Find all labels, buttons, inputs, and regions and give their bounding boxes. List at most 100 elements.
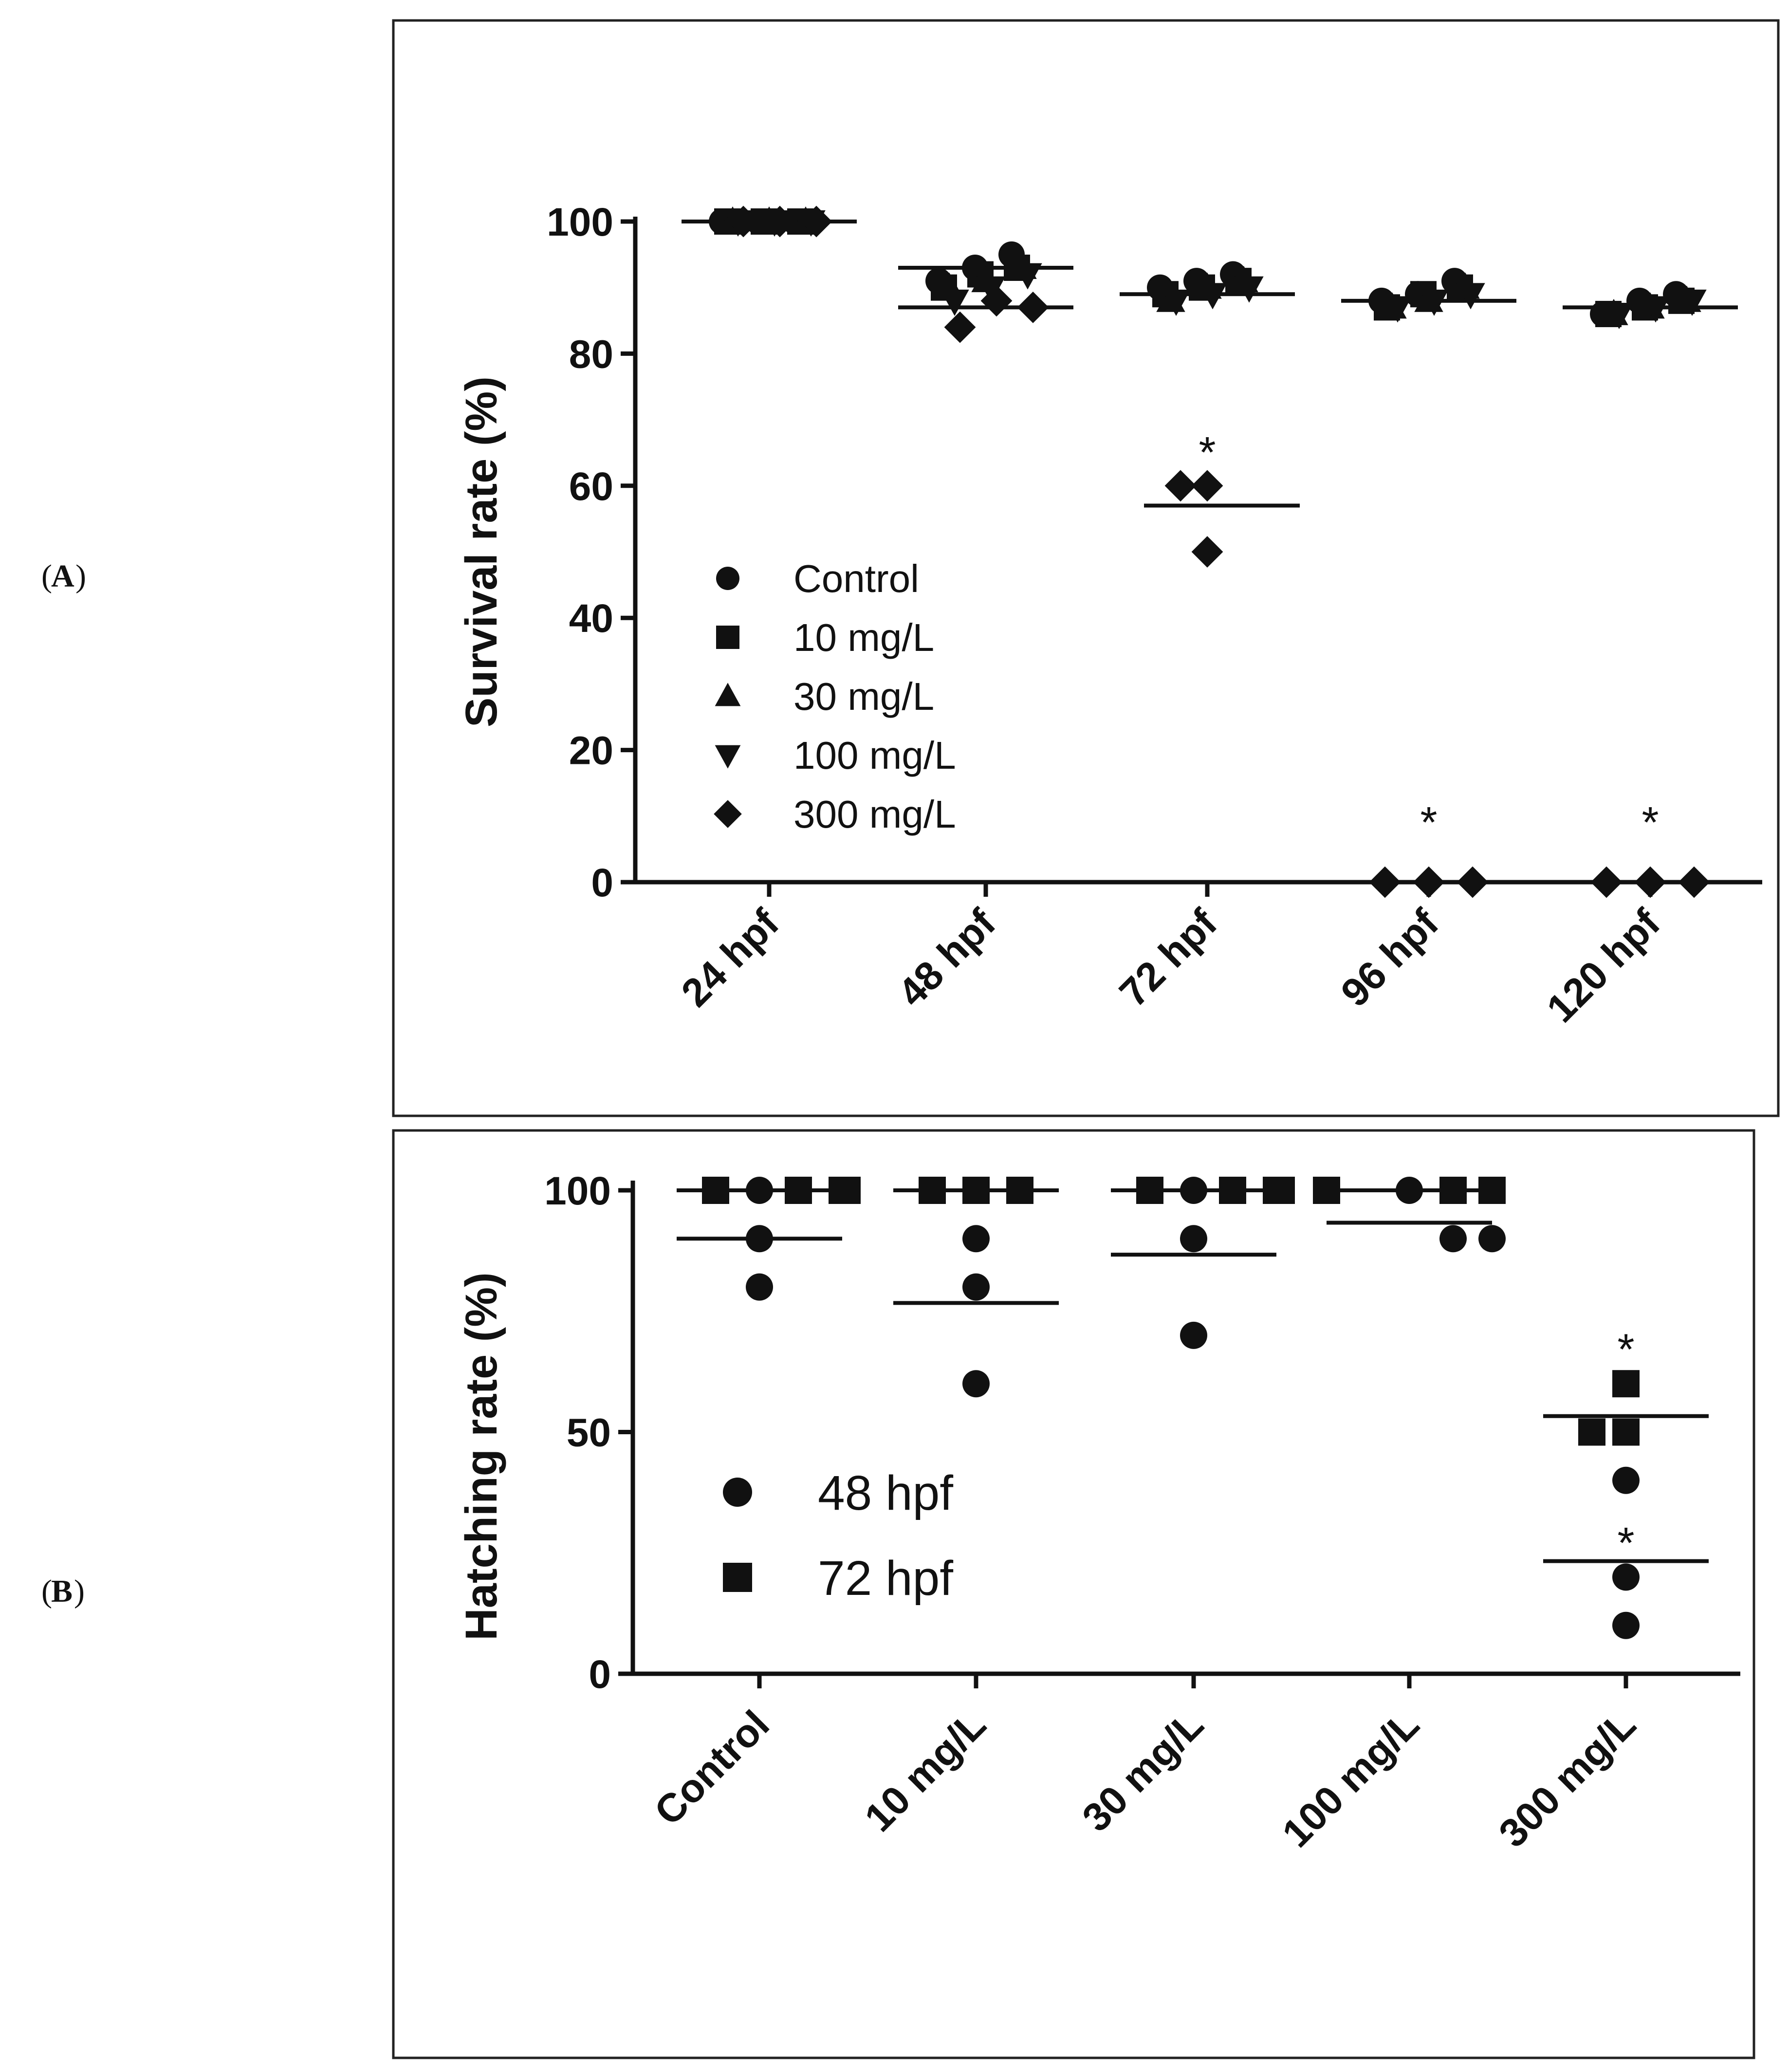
legend-marker-circle: [716, 567, 739, 590]
legend-label: Control: [793, 557, 919, 600]
significance-star: *: [1617, 1326, 1634, 1374]
legend-marker-square: [716, 626, 739, 649]
y-tick-label: 0: [589, 1652, 611, 1697]
hatching-point-square: [785, 1177, 812, 1204]
survival-point-diamond: [764, 205, 796, 238]
y-tick-label: 80: [569, 332, 613, 376]
survival-point-diamond: [980, 285, 1013, 317]
survival-point-diamond: [727, 205, 759, 238]
hatching-point-square: [1478, 1177, 1506, 1204]
survival-point-triangle-down: [1235, 276, 1264, 303]
panel-label-b-open: (: [41, 1573, 52, 1609]
hatching-point-square: [1268, 1177, 1295, 1204]
survival-point-triangle-down: [1013, 263, 1042, 290]
survival-point-triangle-down: [940, 289, 969, 316]
hatching-point-circle: [1612, 1611, 1640, 1639]
survival-point-diamond: [1413, 866, 1445, 898]
hatching-point-circle: [746, 1177, 773, 1204]
survival-point-diamond: [1590, 866, 1623, 898]
hatching-point-circle: [1396, 1177, 1423, 1204]
hatching-point-circle: [962, 1273, 990, 1301]
significance-star: *: [1617, 1519, 1634, 1568]
hatching-significance-marks: **: [1617, 1326, 1634, 1568]
legend-marker-square: [723, 1563, 752, 1592]
survival-point-diamond: [1457, 866, 1489, 898]
hatching-point-circle: [1439, 1225, 1467, 1253]
survival-point-triangle-down: [1605, 303, 1634, 330]
hatching-point-circle: [1478, 1225, 1506, 1253]
survival-point-diamond: [1678, 866, 1710, 898]
survival-point-diamond: [1191, 470, 1223, 502]
legend-label: 300 mg/L: [793, 793, 956, 836]
hatching-point-circle: [1180, 1225, 1207, 1253]
hatching-point-square: [1578, 1418, 1605, 1446]
panel-label-a-open: (: [41, 558, 52, 594]
legend-label: 48 hpf: [818, 1466, 953, 1520]
survival-point-diamond: [1017, 292, 1049, 323]
survival-point-triangle-down: [1383, 296, 1412, 323]
hatching-point-circle: [962, 1225, 990, 1253]
panel-label-a: A: [51, 558, 74, 594]
survival-point-triangle-down: [977, 276, 1006, 303]
survival-point-diamond: [800, 205, 832, 238]
significance-star: *: [1420, 798, 1437, 847]
panel-label-a-close: ): [75, 558, 86, 594]
legend-label: 10 mg/L: [793, 616, 934, 659]
y-tick-label: 40: [569, 596, 613, 641]
hatching-point-square: [1439, 1177, 1467, 1204]
hatching-point-square: [919, 1177, 946, 1204]
hatching-point-circle: [746, 1273, 773, 1301]
panel-a-frame: [392, 19, 1780, 1117]
survival-point-diamond: [1634, 866, 1666, 898]
survival-point-diamond: [944, 311, 976, 343]
survival-point-triangle-down: [1162, 289, 1191, 316]
legend-marker-triangle-down: [715, 745, 741, 769]
survival-point-diamond: [1191, 536, 1223, 568]
panel-b-frame: [392, 1129, 1755, 2059]
hatching-points: [702, 1177, 1640, 1639]
y-tick-label: 20: [569, 729, 613, 773]
legend-marker-diamond: [714, 800, 742, 828]
survival-point-triangle-down: [1198, 283, 1227, 310]
hatching-point-square: [962, 1177, 990, 1204]
y-tick-label: 100: [544, 1169, 611, 1213]
panel-label-b: B: [51, 1573, 73, 1609]
hatching-point-circle: [962, 1370, 990, 1398]
significance-star: *: [1199, 428, 1216, 477]
survival-point-triangle-down: [1456, 283, 1485, 310]
legend-label: 72 hpf: [818, 1551, 953, 1606]
survival-point-triangle-down: [1678, 289, 1707, 316]
survival-point-triangle-down: [1420, 289, 1449, 316]
legend-label: 30 mg/L: [793, 675, 934, 718]
hatching-point-square: [1006, 1177, 1033, 1204]
hatching-point-square: [1219, 1177, 1246, 1204]
survival-point-diamond: [1369, 866, 1401, 898]
hatching-point-circle: [1180, 1177, 1207, 1204]
hatching-legend: 48 hpf 72 hpf: [723, 1466, 953, 1606]
survival-point-diamond: [1164, 470, 1197, 502]
y-axis-title: Hatching rate (%): [457, 1272, 506, 1641]
significance-star: *: [1641, 798, 1659, 847]
hatching-point-square: [1612, 1370, 1640, 1398]
survival-significance-marks: * * *: [1199, 428, 1659, 847]
y-tick-label: 60: [569, 464, 613, 509]
legend-marker-triangle-up: [715, 683, 741, 706]
survival-point-triangle-down: [1641, 296, 1670, 323]
survival-points: [709, 205, 1710, 898]
legend-marker-circle: [723, 1478, 752, 1507]
legend-label: 100 mg/L: [793, 734, 956, 777]
hatching-point-square: [1313, 1177, 1340, 1204]
y-tick-label: 0: [591, 861, 613, 905]
y-axis-title: Survival rate (%): [457, 376, 506, 727]
survival-legend: Control 10 mg/L 30 mg/L 100 mg/L 300 mg/L: [714, 557, 956, 836]
panel-label-b-close: ): [74, 1573, 85, 1609]
hatching-point-square: [833, 1177, 861, 1204]
hatching-point-circle: [1612, 1563, 1640, 1591]
y-tick-label: 100: [547, 200, 613, 244]
hatching-point-square: [1612, 1418, 1640, 1446]
hatching-point-circle: [746, 1225, 773, 1253]
y-tick-label: 50: [567, 1411, 611, 1455]
hatching-point-circle: [1612, 1466, 1640, 1494]
